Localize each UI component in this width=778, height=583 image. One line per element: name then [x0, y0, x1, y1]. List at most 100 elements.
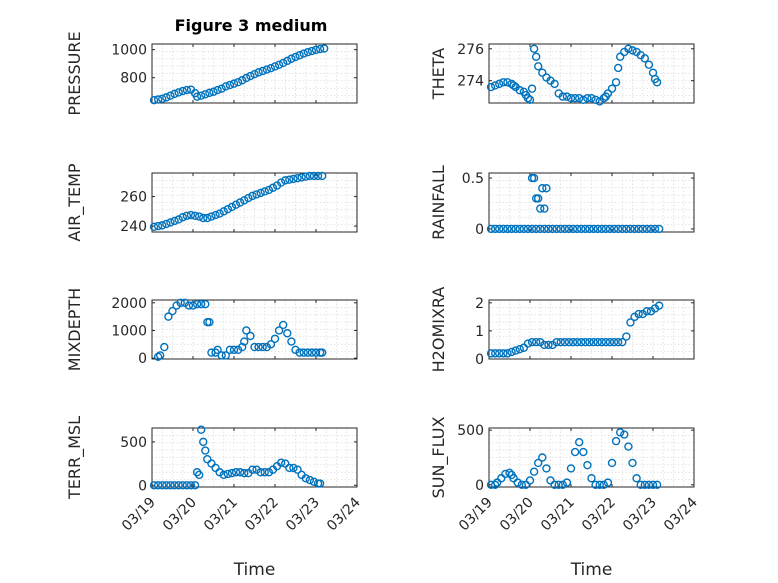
data-point [622, 224, 631, 234]
data-point [153, 352, 163, 361]
y-tick-label: 240 [120, 219, 147, 235]
data-point [548, 224, 557, 234]
data-point [254, 342, 263, 352]
data-point [279, 58, 288, 68]
data-point [276, 178, 286, 187]
data-point [199, 213, 208, 223]
data-point [213, 85, 222, 95]
data-point [225, 345, 235, 355]
data-point [184, 301, 194, 310]
data-point [248, 191, 257, 201]
data-point [599, 480, 608, 490]
data-point [162, 481, 171, 490]
subplot-h2omixra: 0 1 2 H2OMIXRA [429, 287, 695, 372]
data-point [554, 480, 563, 490]
x-axis-label: Time [570, 560, 613, 580]
data-point [229, 345, 239, 355]
data-point [158, 221, 167, 230]
y-tick-label: 500 [120, 435, 147, 451]
data-point [170, 481, 179, 490]
data-point [166, 91, 175, 100]
data-point [544, 340, 553, 350]
data-point [166, 481, 175, 490]
data-point [550, 480, 559, 490]
data-point [507, 347, 516, 357]
data-point [266, 340, 276, 349]
data-point [542, 464, 551, 473]
data-point [311, 348, 321, 357]
data-point [201, 446, 210, 455]
data-point [499, 78, 508, 87]
data-point [550, 79, 559, 89]
data-point [209, 87, 218, 96]
data-point [618, 224, 627, 234]
data-point [642, 307, 652, 316]
data-point [178, 481, 187, 490]
data-point [231, 468, 241, 477]
data-point [556, 224, 565, 234]
data-point [499, 349, 508, 358]
data-point [603, 478, 613, 487]
data-point [315, 479, 325, 488]
data-point [579, 95, 588, 105]
data-point [166, 218, 175, 227]
data-point [490, 81, 500, 90]
data-point [523, 94, 533, 103]
data-point [605, 224, 615, 234]
data-point [160, 342, 169, 352]
data-point [274, 60, 284, 69]
data-point [274, 326, 284, 335]
data-point [264, 185, 274, 195]
data-point [223, 204, 233, 214]
data-point [587, 474, 596, 483]
data-point [256, 188, 265, 198]
data-point [201, 299, 210, 309]
data-point [244, 193, 253, 203]
data-point [552, 337, 561, 347]
data-point [636, 480, 645, 490]
data-point [583, 94, 592, 103]
subplot-sun_flux: 03/19 03/20 03/21 03/22 03/23 03/24 0 500 SUN_FL… [429, 417, 701, 580]
data-point [634, 309, 643, 319]
data-point [303, 348, 312, 357]
data-point [317, 171, 327, 181]
data-point [558, 92, 567, 101]
data-point [591, 95, 600, 105]
data-point [613, 63, 623, 73]
data-point [529, 44, 539, 53]
data-point [589, 337, 598, 347]
data-point [231, 200, 241, 209]
data-point [305, 475, 315, 485]
data-point [490, 224, 500, 234]
data-point [525, 95, 535, 105]
data-point [266, 63, 276, 73]
data-point [613, 224, 623, 234]
data-point [515, 86, 524, 95]
data-point [254, 68, 263, 77]
data-point [283, 329, 292, 338]
x-tick-label: 03/22 [579, 495, 619, 535]
data-point [149, 481, 159, 490]
data-point [242, 326, 251, 335]
data-point [542, 184, 551, 193]
data-point [591, 480, 600, 490]
x-tick-label: 03/24 [661, 494, 701, 534]
data-point [587, 94, 596, 103]
data-point [626, 318, 635, 327]
data-point [527, 84, 537, 93]
y-tick-label: 0 [475, 222, 484, 238]
data-point [603, 89, 613, 98]
data-point [558, 480, 567, 490]
data-point [570, 447, 580, 457]
y-tick-label: 276 [457, 42, 484, 58]
data-point [607, 458, 617, 468]
data-point [630, 224, 639, 234]
data-point [495, 79, 504, 89]
data-point [303, 47, 312, 57]
data-point [178, 213, 187, 222]
data-point [564, 224, 574, 234]
data-point [270, 62, 280, 71]
data-point [486, 349, 496, 358]
data-point [168, 306, 177, 316]
